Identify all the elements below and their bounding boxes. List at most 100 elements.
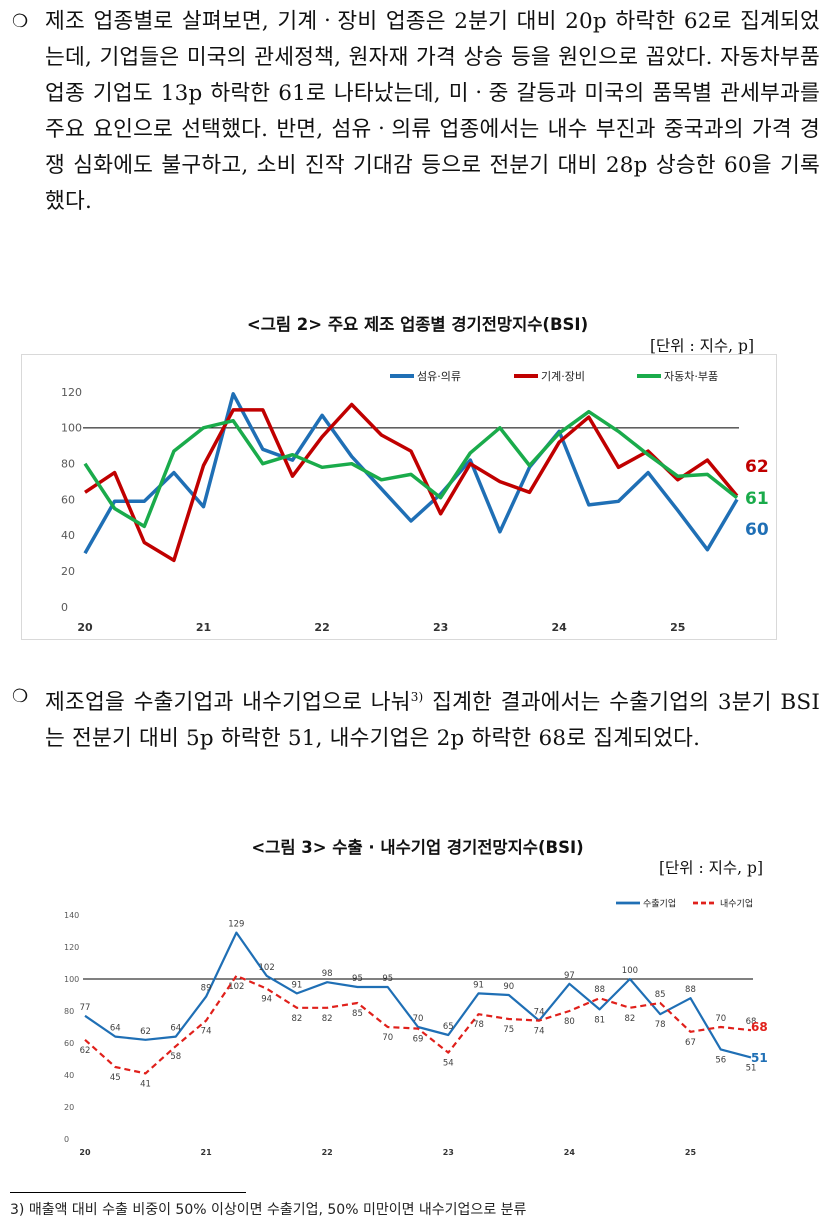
data-label: 78 bbox=[655, 1020, 666, 1030]
data-label: 74 bbox=[201, 1027, 212, 1037]
data-label: 51 bbox=[746, 1063, 757, 1073]
figure-3-svg: 0 20 40 60 80 100 120 140 20 21 22 23 24 25 77 64 62 64 89… bbox=[47, 880, 782, 1168]
data-label: 85 bbox=[352, 1009, 363, 1019]
x-tick-label: 21 bbox=[196, 621, 211, 634]
legend-label: 수출기업 bbox=[643, 898, 676, 909]
data-label: 97 bbox=[564, 971, 575, 981]
data-label: 68 bbox=[746, 1017, 757, 1027]
data-label: 88 bbox=[594, 985, 605, 995]
data-label: 90 bbox=[503, 982, 514, 992]
data-label: 69 bbox=[413, 1035, 424, 1045]
data-label: 102 bbox=[259, 963, 275, 973]
y-tick-label: 100 bbox=[61, 422, 82, 435]
figure-2-title: <그림 2> 주요 제조 업종별 경기전망지수(BSI) bbox=[246, 315, 589, 334]
data-label: 45 bbox=[110, 1073, 121, 1083]
data-label: 85 bbox=[655, 990, 666, 1000]
series-line-2 bbox=[84, 974, 752, 1075]
y-tick-label: 0 bbox=[61, 601, 68, 614]
y-tick-label: 60 bbox=[61, 493, 75, 506]
data-label: 64 bbox=[110, 1024, 121, 1034]
data-label: 74 bbox=[534, 1027, 545, 1037]
data-label: 102 bbox=[228, 982, 244, 992]
data-label: 82 bbox=[291, 1014, 302, 1024]
y-tick-label: 120 bbox=[61, 386, 82, 399]
figure-3-title: <그림 3> 수출 · 내수기업 경기전망지수(BSI) bbox=[251, 838, 584, 857]
legend-label: 내수기업 bbox=[720, 898, 753, 909]
x-tick-label: 22 bbox=[322, 1148, 333, 1157]
footnote-ref[interactable]: 3) bbox=[410, 690, 424, 704]
data-label: 94 bbox=[261, 995, 272, 1005]
data-label: 64 bbox=[170, 1024, 181, 1034]
data-label: 80 bbox=[564, 1017, 575, 1027]
data-label: 95 bbox=[352, 974, 363, 984]
footnote: 3) 매출액 대비 수출 비중이 50% 이상이면 수출기업, 50% 미만이면… bbox=[10, 1202, 527, 1218]
x-tick-label: 21 bbox=[201, 1148, 213, 1157]
data-label: 78 bbox=[473, 1020, 484, 1030]
x-tick-label: 23 bbox=[443, 1148, 454, 1157]
paragraph-text-before: 제조업을 수출기업과 내수기업으로 나눠 bbox=[45, 690, 411, 716]
data-label: 95 bbox=[382, 974, 393, 984]
data-label: 62 bbox=[140, 1027, 151, 1037]
y-tick-label: 140 bbox=[64, 911, 79, 920]
figure-2-unit: [단위 : 지수, p] bbox=[650, 337, 754, 355]
paragraph-text: 제조 업종별로 살펴보면, 기계ㆍ장비 업종은 2분기 대비 20p 하락한 6… bbox=[45, 9, 820, 214]
paragraph-export-domestic: ❍ 제조업을 수출기업과 내수기업으로 나눠3) 집계한 결과에서는 수출기업의… bbox=[12, 679, 820, 757]
y-tick-label: 20 bbox=[61, 565, 75, 578]
data-label: 56 bbox=[715, 1055, 726, 1065]
data-label: 100 bbox=[622, 966, 638, 976]
bullet-icon: ❍ bbox=[12, 11, 29, 32]
x-tick-label: 23 bbox=[433, 621, 448, 634]
x-tick-label: 24 bbox=[552, 621, 568, 634]
data-label: 70 bbox=[382, 1033, 393, 1043]
series-line-2 bbox=[84, 402, 739, 563]
data-label: 89 bbox=[201, 984, 212, 994]
x-tick-label: 22 bbox=[314, 621, 329, 634]
data-label: 82 bbox=[624, 1014, 635, 1024]
x-tick-label: 20 bbox=[79, 1148, 91, 1157]
legend-label: 자동차·부품 bbox=[664, 370, 718, 383]
chart-frame bbox=[21, 354, 777, 640]
bullet-icon: ❍ bbox=[12, 686, 29, 707]
data-label: 81 bbox=[594, 1015, 605, 1025]
y-tick-label: 40 bbox=[61, 529, 75, 542]
x-tick-label: 24 bbox=[564, 1148, 576, 1157]
data-label: 62 bbox=[80, 1046, 91, 1056]
footnote-divider bbox=[10, 1192, 246, 1193]
paragraph-text-after: 집계한 결과에서는 수출기업의 3분기 BSI는 전분기 대비 5p 하락한 5… bbox=[45, 690, 821, 752]
figure-2-svg: 0 20 40 60 80 100 120 20 21 22 23 24 25 섬유·의류 기계·장비 자동차… bbox=[21, 354, 777, 640]
x-tick-label: 25 bbox=[670, 621, 685, 634]
data-label: 88 bbox=[685, 985, 696, 995]
y-tick-label: 80 bbox=[61, 458, 75, 471]
y-tick-label: 120 bbox=[64, 943, 79, 952]
data-label: 74 bbox=[534, 1008, 545, 1018]
series-line-3 bbox=[83, 409, 739, 529]
x-tick-label: 25 bbox=[685, 1148, 697, 1157]
end-value-label: 68 bbox=[751, 1020, 768, 1034]
end-value-label: 51 bbox=[751, 1051, 768, 1065]
data-label: 98 bbox=[322, 969, 333, 979]
data-label: 91 bbox=[473, 980, 484, 990]
figure-3-chart: 0 20 40 60 80 100 120 140 20 21 22 23 24 25 77 64 62 64 89… bbox=[47, 880, 782, 1168]
figure-3-unit: [단위 : 지수, p] bbox=[659, 859, 763, 877]
y-tick-label: 40 bbox=[64, 1071, 74, 1080]
y-tick-label: 100 bbox=[64, 975, 79, 984]
data-label: 70 bbox=[715, 1014, 726, 1024]
y-tick-label: 0 bbox=[64, 1135, 69, 1144]
data-label: 70 bbox=[413, 1014, 424, 1024]
data-label: 75 bbox=[503, 1025, 514, 1035]
end-value-label: 61 bbox=[745, 489, 769, 509]
paragraph-industry: ❍ 제조 업종별로 살펴보면, 기계ㆍ장비 업종은 2분기 대비 20p 하락한… bbox=[12, 4, 820, 220]
y-tick-label: 80 bbox=[64, 1007, 74, 1016]
data-label: 58 bbox=[170, 1052, 181, 1062]
data-label: 77 bbox=[80, 1003, 91, 1013]
data-label: 67 bbox=[685, 1038, 696, 1048]
data-label: 65 bbox=[443, 1022, 454, 1032]
data-label: 91 bbox=[291, 980, 302, 990]
y-tick-label: 60 bbox=[64, 1039, 74, 1048]
end-value-label: 62 bbox=[745, 457, 769, 477]
data-label: 41 bbox=[140, 1079, 151, 1089]
data-label: 129 bbox=[228, 920, 244, 930]
x-tick-label: 20 bbox=[77, 621, 93, 634]
paragraph-text: 제조업을 수출기업과 내수기업으로 나눠3) 집계한 결과에서는 수출기업의 3… bbox=[12, 679, 820, 757]
figure-2-chart: 0 20 40 60 80 100 120 20 21 22 23 24 25 섬유·의류 기계·장비 자동차… bbox=[21, 354, 777, 640]
